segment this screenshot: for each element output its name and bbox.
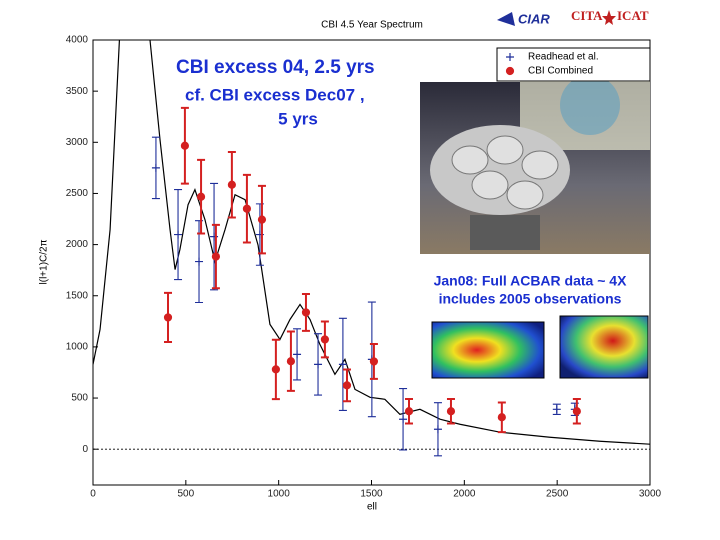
y-tick-label: 2500 [66, 188, 89, 199]
marker [320, 335, 329, 344]
marker [446, 407, 456, 416]
plot-area [93, 40, 650, 457]
marker [196, 192, 206, 201]
marker [271, 365, 280, 374]
x-tick-label: 2000 [453, 489, 476, 500]
marker [342, 381, 352, 390]
mount [470, 215, 540, 250]
y-axis-label: l(l+1)C/2π [39, 239, 50, 284]
logo-text: CIAR [518, 11, 550, 26]
marker [404, 407, 414, 416]
marker [505, 66, 515, 76]
dish [506, 180, 544, 210]
y-tick-label: 3000 [66, 137, 89, 148]
annotation: CBI excess 04, 2.5 yrs [176, 57, 375, 78]
x-tick-label: 3000 [639, 489, 662, 500]
marker [163, 313, 173, 322]
legend [496, 47, 651, 82]
marker [242, 204, 252, 213]
y-tick-label: 0 [82, 444, 88, 455]
logos: CIAR CITA ICAT [497, 8, 649, 26]
dish [471, 170, 509, 200]
legend-label: CBI Combined [528, 66, 593, 77]
marker [506, 53, 514, 61]
x-tick-label: 1500 [360, 489, 383, 500]
marker [180, 141, 190, 150]
x-tick-label: 1000 [268, 489, 291, 500]
y-tick-label: 1500 [66, 290, 89, 301]
chart-title: CBI 4.5 Year Spectrum [321, 20, 423, 31]
y-tick-label: 1000 [66, 342, 89, 353]
marker [211, 252, 221, 261]
map-image [431, 321, 545, 379]
theory-curve [93, 40, 650, 445]
marker [399, 415, 408, 424]
map-image [559, 315, 649, 379]
x-tick-label: 500 [177, 489, 194, 500]
photo-map [560, 75, 620, 135]
marker [314, 360, 323, 369]
marker [497, 413, 506, 422]
marker [286, 357, 296, 366]
maple-leaf [602, 10, 616, 25]
annotation: includes 2005 observations [439, 291, 622, 307]
x-axis-label: ell [367, 502, 377, 513]
annotation: Jan08: Full ACBAR data ~ 4X [434, 273, 627, 289]
x-tick-label: 0 [90, 489, 96, 500]
logo-text: ICAT [617, 8, 649, 23]
marker [433, 425, 442, 434]
marker [369, 357, 379, 366]
annotation: 5 yrs [278, 109, 318, 128]
marker [257, 215, 267, 224]
dish [521, 150, 559, 180]
x-tick-label: 2500 [546, 489, 569, 500]
marker [151, 163, 160, 172]
y-tick-label: 3500 [66, 86, 89, 97]
logo-icon [497, 12, 515, 26]
marker [195, 257, 204, 266]
legend-label: Readhead et al. [528, 52, 599, 63]
marker [338, 360, 347, 369]
logo-text: CITA [571, 8, 603, 23]
telescope-photo [420, 60, 650, 254]
y-tick-label: 500 [71, 393, 88, 404]
annotation: cf. CBI excess Dec07 , [185, 85, 365, 104]
dish [486, 135, 524, 165]
y-tick-label: 4000 [66, 35, 89, 46]
marker [301, 308, 311, 317]
marker [552, 405, 561, 414]
acbar-maps [431, 315, 649, 379]
y-tick-label: 2000 [66, 239, 89, 250]
marker [227, 180, 236, 189]
dish [451, 145, 489, 175]
marker [174, 230, 183, 239]
marker [293, 350, 302, 359]
marker [572, 407, 581, 416]
